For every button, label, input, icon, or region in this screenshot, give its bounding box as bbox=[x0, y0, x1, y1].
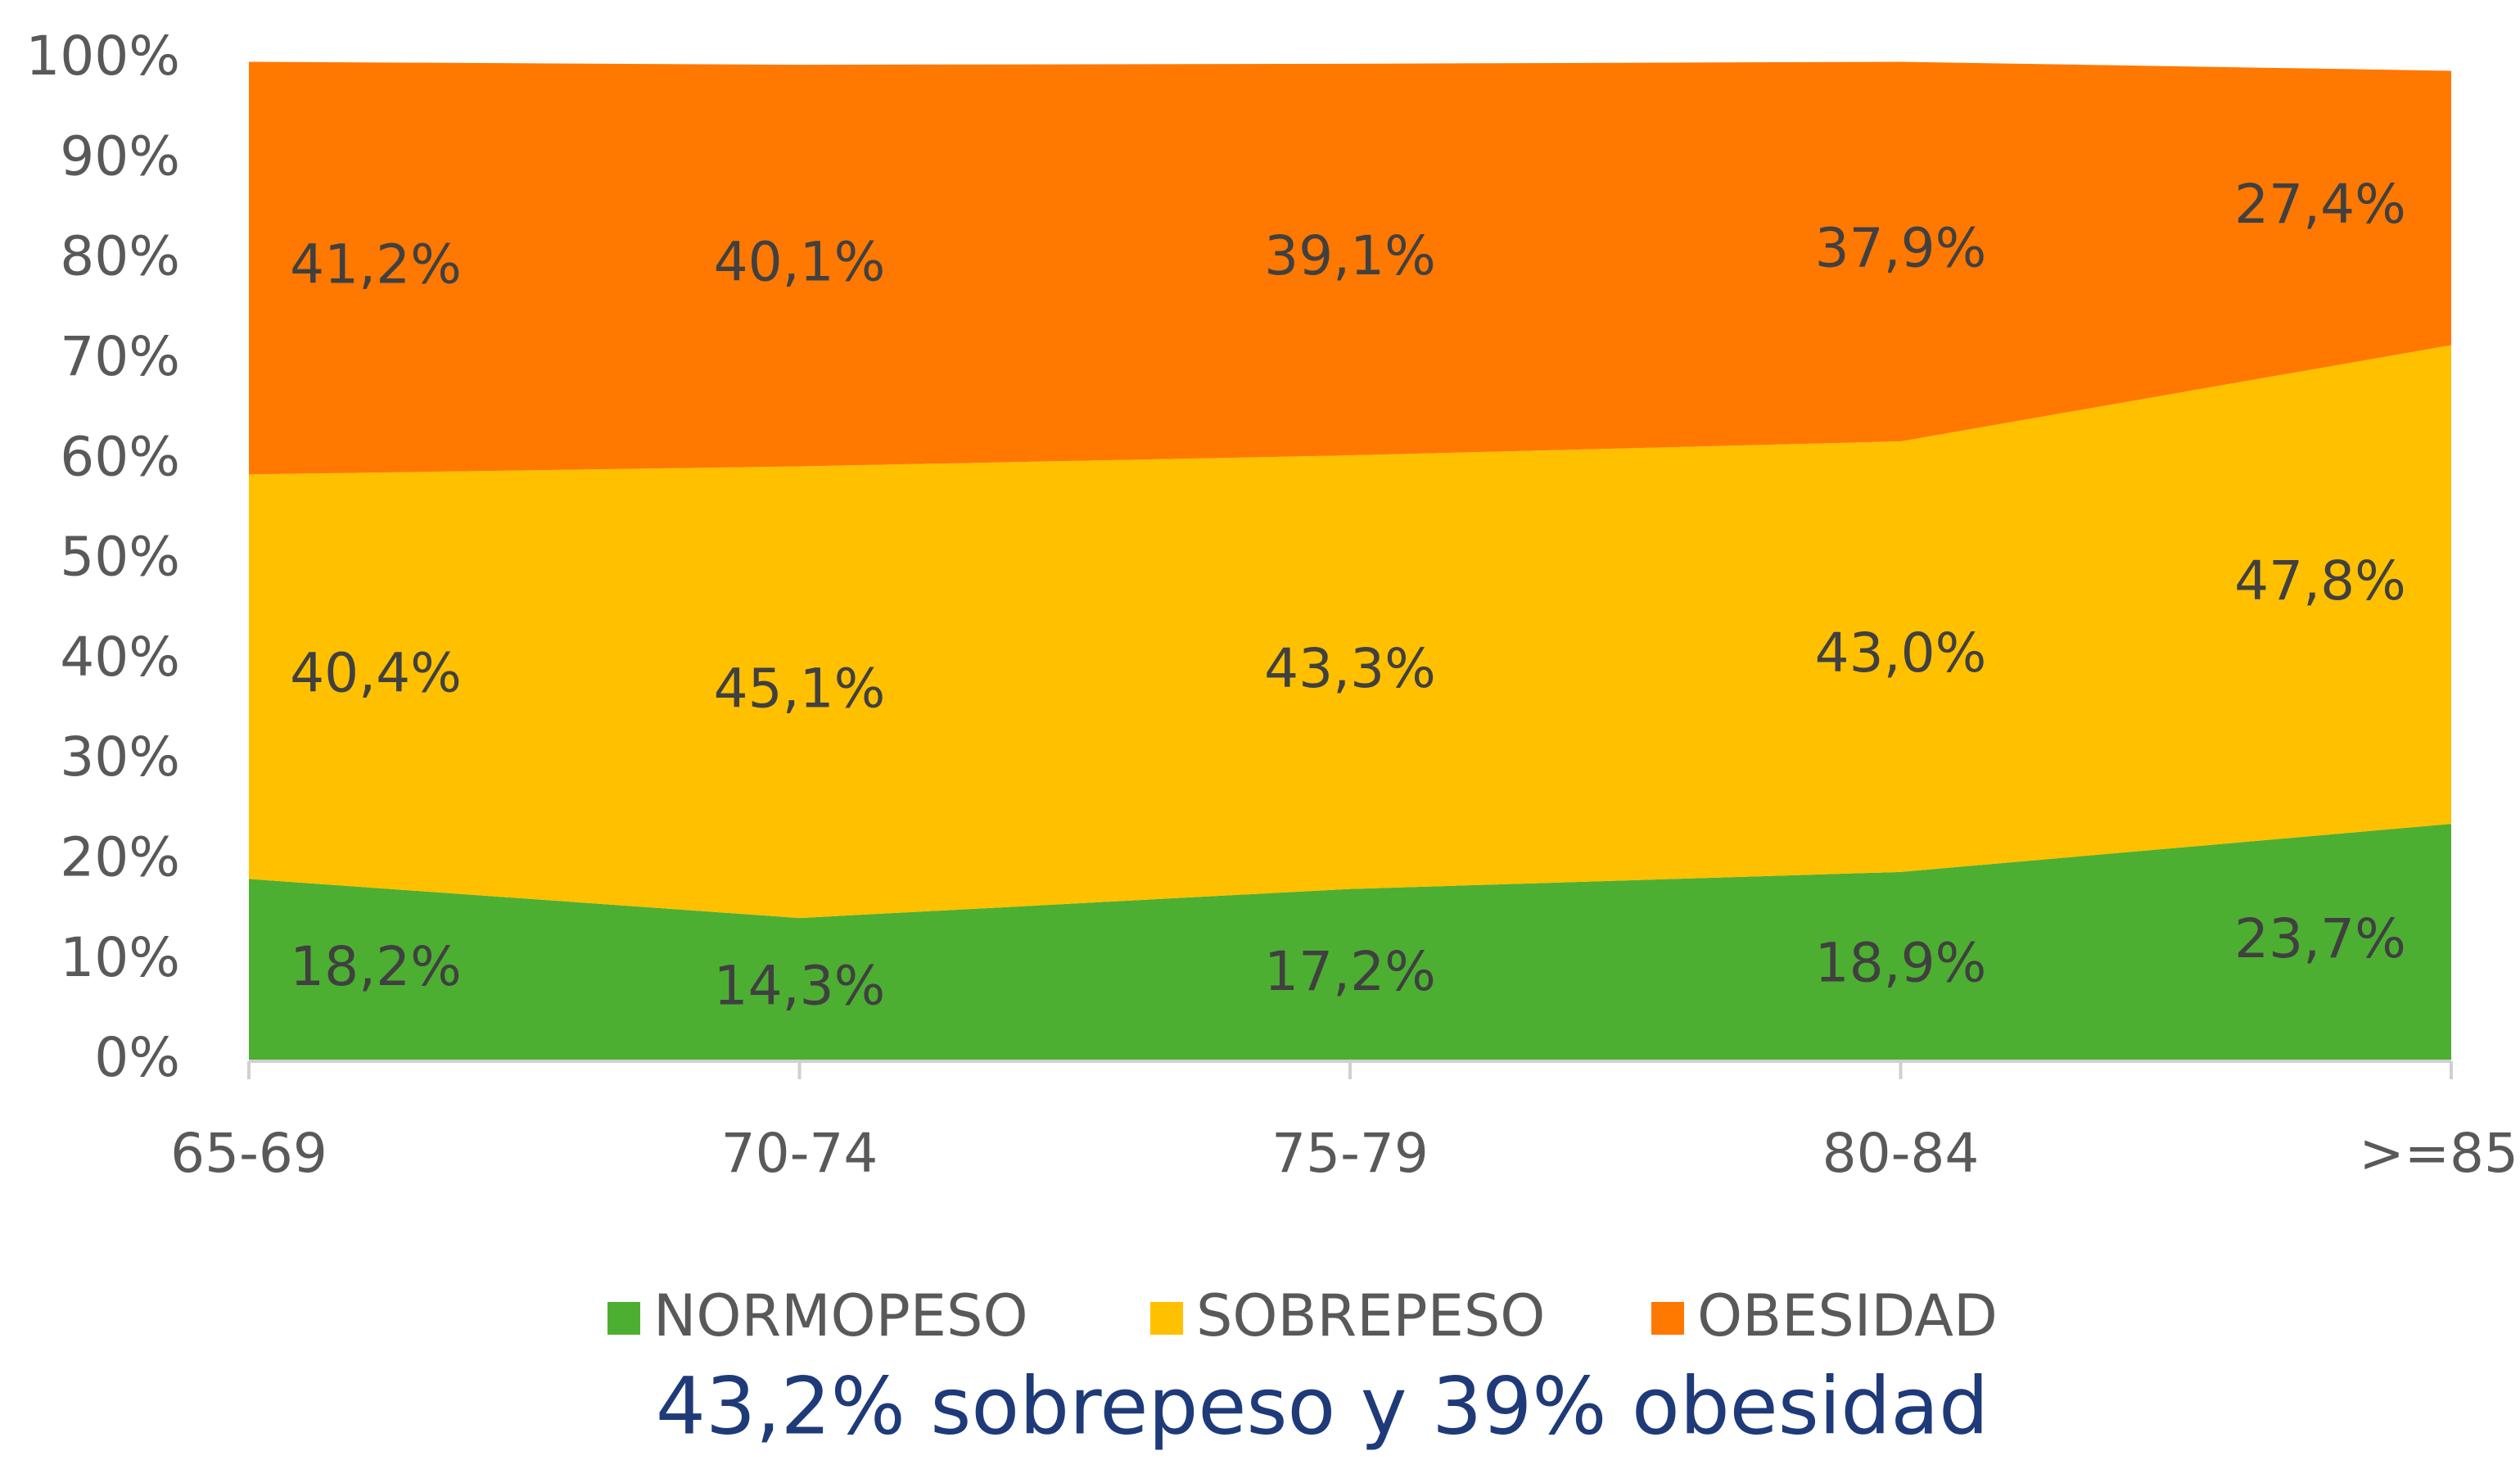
y-tick-label: 70% bbox=[60, 325, 180, 388]
data-label: 43,0% bbox=[1815, 622, 1987, 685]
y-tick-label: 0% bbox=[94, 1026, 180, 1089]
x-tick-label: 65-69 bbox=[170, 1122, 327, 1185]
y-tick-label: 10% bbox=[60, 926, 180, 989]
data-label: 47,8% bbox=[2234, 549, 2406, 612]
area-obesidad bbox=[249, 61, 2451, 475]
legend-label: SOBREPESO bbox=[1196, 1282, 1545, 1349]
legend-label: OBESIDAD bbox=[1697, 1282, 1998, 1349]
data-label: 23,7% bbox=[2234, 907, 2406, 970]
data-label: 18,2% bbox=[290, 935, 462, 998]
area-normopeso bbox=[249, 824, 2451, 1061]
x-tick-label: 70-74 bbox=[721, 1122, 878, 1185]
data-label: 39,1% bbox=[1264, 224, 1436, 287]
data-label: 14,3% bbox=[714, 955, 886, 1018]
y-tick-label: 80% bbox=[60, 225, 180, 288]
legend-swatch bbox=[1150, 1302, 1183, 1335]
legend-swatch bbox=[1651, 1302, 1684, 1335]
y-tick-label: 40% bbox=[60, 626, 180, 689]
data-label: 27,4% bbox=[2234, 173, 2406, 236]
data-label: 43,3% bbox=[1264, 637, 1436, 700]
y-tick-label: 50% bbox=[60, 526, 180, 589]
x-tick-label: >=85 bbox=[2359, 1122, 2518, 1185]
y-tick-label: 100% bbox=[25, 25, 180, 88]
data-label: 17,2% bbox=[1264, 940, 1436, 1003]
x-tick-label: 75-79 bbox=[1271, 1122, 1429, 1185]
y-tick-label: 30% bbox=[60, 725, 180, 789]
y-tick-label: 60% bbox=[60, 425, 180, 488]
data-label: 45,1% bbox=[714, 657, 886, 720]
legend-label: NORMOPESO bbox=[653, 1282, 1028, 1349]
data-label: 41,2% bbox=[290, 233, 462, 296]
data-label: 37,9% bbox=[1815, 216, 1987, 279]
legend-swatch bbox=[607, 1302, 640, 1335]
plot-area bbox=[249, 61, 2451, 1061]
x-tick-label: 80-84 bbox=[1822, 1122, 1980, 1185]
y-tick-label: 90% bbox=[60, 124, 180, 188]
annotation: 43,2% sobrepeso y 39% obesidad bbox=[656, 1360, 1989, 1452]
data-label: 18,9% bbox=[1815, 931, 1987, 994]
data-label: 40,1% bbox=[714, 230, 886, 293]
y-tick-label: 20% bbox=[60, 825, 180, 888]
data-label: 40,4% bbox=[290, 641, 462, 704]
area-sobrepeso bbox=[249, 345, 2451, 919]
